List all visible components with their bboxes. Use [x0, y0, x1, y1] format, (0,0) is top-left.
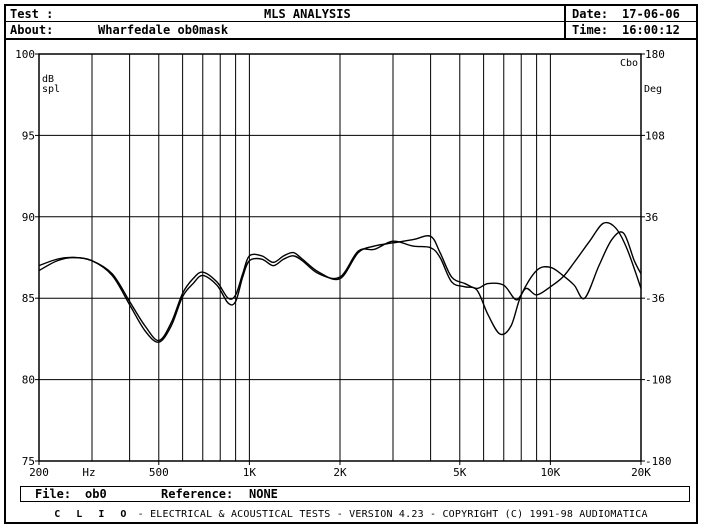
x-tick-label: 10K: [540, 466, 560, 479]
file-value: ob0: [85, 487, 107, 501]
file-info-box: File: ob0 Reference: NONE: [20, 486, 690, 502]
clio-logo-text: C L I O: [54, 509, 132, 520]
date-value: 17-06-06: [622, 7, 680, 21]
time-value: 16:00:12: [622, 23, 680, 37]
y-tick-label: 80: [22, 374, 35, 387]
time-label: Time:: [572, 23, 609, 37]
header-separator: [564, 6, 566, 38]
y-axis-label: dB: [42, 74, 54, 85]
y2-tick-label: -108: [645, 374, 672, 387]
response-curve-2: [38, 231, 642, 343]
y2-axis-label: Deg: [644, 84, 662, 95]
x-tick-label: 1K: [243, 466, 257, 479]
window-frame: Test : About: Wharfedale ob0mask MLS ANA…: [4, 4, 698, 524]
y2-tick-label: 108: [645, 129, 665, 142]
y-axis-label: spl: [42, 84, 60, 95]
corner-label: Cbo: [620, 58, 638, 69]
reference-value: NONE: [249, 487, 278, 501]
header-divider: [6, 21, 696, 22]
y-tick-label: 95: [22, 129, 35, 142]
x-tick-label: 200: [29, 466, 49, 479]
x-tick-label: 500: [149, 466, 169, 479]
date-label: Date:: [572, 7, 609, 21]
x-tick-label: 5K: [453, 466, 467, 479]
x-tick-label: 2K: [333, 466, 347, 479]
header-bar: Test : About: Wharfedale ob0mask MLS ANA…: [6, 6, 696, 40]
page-title: MLS ANALYSIS: [264, 7, 351, 21]
file-label: File:: [35, 487, 72, 501]
credits-bar: C L I O - ELECTRICAL & ACOUSTICAL TESTS …: [6, 509, 696, 520]
credits-text: - ELECTRICAL & ACOUSTICAL TESTS - VERSIO…: [137, 509, 648, 520]
y-tick-label: 75: [22, 455, 35, 468]
x-tick-label: 20K: [631, 466, 651, 479]
y2-tick-label: 180: [645, 48, 665, 61]
y-tick-label: 100: [15, 48, 35, 61]
about-value: Wharfedale ob0mask: [98, 23, 229, 37]
test-label: Test :: [10, 7, 54, 21]
about-label: About:: [10, 23, 54, 37]
frequency-response-chart: 100 95 90 85 80 75 180 108 36 -36 -108 -180 200 500 1K…: [15, 48, 672, 479]
y-tick-label: 90: [22, 211, 35, 224]
y2-tick-label: 36: [645, 211, 658, 224]
x-unit-label: Hz: [82, 466, 95, 479]
y2-tick-label: -180: [645, 455, 672, 468]
y2-tick-label: -36: [645, 292, 665, 305]
reference-label: Reference:: [161, 487, 234, 501]
y-tick-label: 85: [22, 292, 35, 305]
